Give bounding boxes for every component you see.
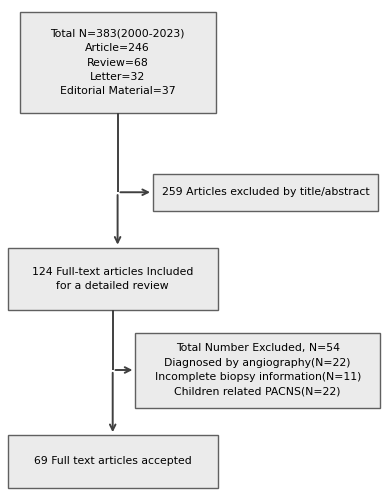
FancyBboxPatch shape <box>135 332 380 407</box>
Text: 69 Full text articles accepted: 69 Full text articles accepted <box>34 456 192 466</box>
Text: Total Number Excluded, N=54
Diagnosed by angiography(N=22)
Incomplete biopsy inf: Total Number Excluded, N=54 Diagnosed by… <box>154 344 361 396</box>
Text: Total N=383(2000-2023)
Article=246
Review=68
Letter=32
Editorial Material=37: Total N=383(2000-2023) Article=246 Revie… <box>50 28 185 96</box>
FancyBboxPatch shape <box>153 174 378 211</box>
FancyBboxPatch shape <box>20 12 216 112</box>
FancyBboxPatch shape <box>8 248 218 310</box>
Text: 259 Articles excluded by title/abstract: 259 Articles excluded by title/abstract <box>162 188 369 198</box>
Text: 124 Full-text articles Included
for a detailed review: 124 Full-text articles Included for a de… <box>32 266 193 291</box>
FancyBboxPatch shape <box>8 435 218 488</box>
